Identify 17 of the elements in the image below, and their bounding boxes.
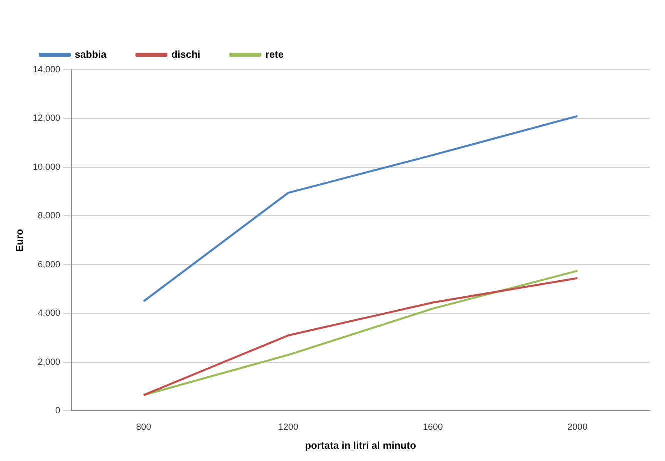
- y-tick-label: 12,000: [32, 113, 61, 124]
- x-tick-label: 1200: [278, 422, 298, 432]
- x-tick-label: 1600: [423, 422, 444, 432]
- legend-label: rete: [266, 50, 284, 61]
- y-tick-label: 8,000: [38, 210, 61, 221]
- y-tick-label: 2,000: [38, 356, 61, 367]
- x-tick-label: 800: [136, 422, 152, 432]
- legend-label: dischi: [172, 50, 201, 61]
- x-tick-label: 2000: [568, 422, 588, 432]
- y-tick-label: 6,000: [38, 259, 61, 270]
- y-axis-title: Euro: [14, 229, 26, 252]
- y-tick-label: 4,000: [38, 308, 61, 318]
- y-tick-label: 0: [56, 406, 61, 416]
- y-tick-label: 10,000: [32, 162, 61, 172]
- y-tick-label: 14,000: [32, 64, 61, 74]
- legend-label: sabbia: [75, 50, 108, 61]
- x-axis-title: portata in litri al minuto: [305, 440, 416, 452]
